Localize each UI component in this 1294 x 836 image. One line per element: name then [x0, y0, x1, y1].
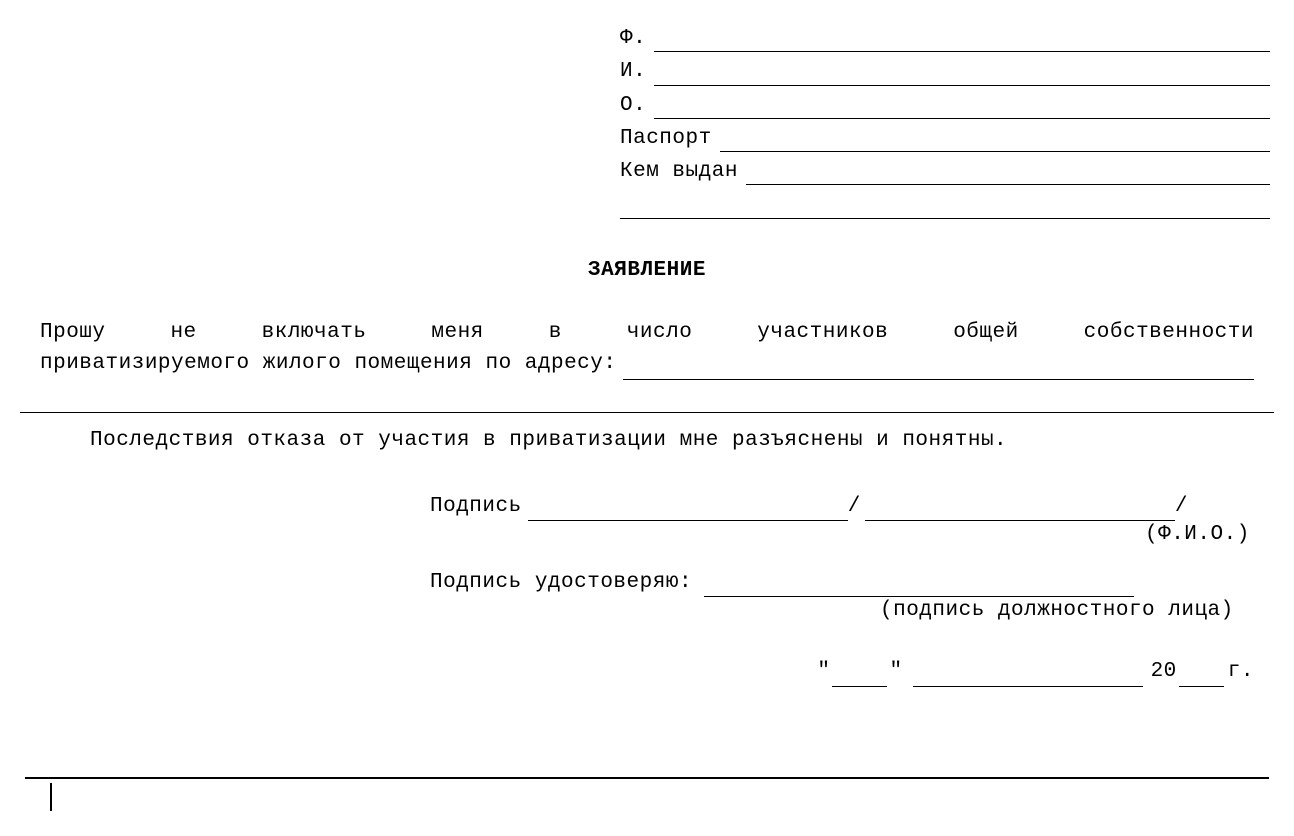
official-sublabel: (подпись должностного лица) — [880, 599, 1274, 622]
body-line-2: приватизируемого жилого помещения по адр… — [40, 348, 1254, 380]
quote-close: " — [887, 657, 904, 686]
surname-row: Ф. — [620, 25, 1270, 52]
consequences-text: Последствия отказа от участия в приватиз… — [40, 425, 1254, 457]
document-title: ЗАЯВЛЕНИЕ — [20, 259, 1274, 282]
day-line — [832, 664, 887, 687]
address-line-1 — [623, 357, 1255, 380]
issuedby-label: Кем выдан — [620, 158, 746, 185]
slash-1: / — [848, 492, 861, 521]
signature-block: Подпись / / (Ф.И.О.) Подпись удостоверяю… — [430, 492, 1274, 623]
signature-label: Подпись — [430, 492, 528, 521]
issuedby-line-2 — [620, 191, 1270, 218]
applicant-header: Ф. И. О. Паспорт Кем выдан — [620, 25, 1270, 219]
certify-label: Подпись удостоверяю: — [430, 568, 698, 597]
patronymic-row: О. — [620, 92, 1270, 119]
firstname-label: И. — [620, 58, 654, 85]
signature-line — [528, 498, 848, 521]
body-text: Прошу не включать меня в число участнико… — [40, 317, 1254, 380]
fio-line — [865, 498, 1175, 521]
issuedby-row: Кем выдан — [620, 158, 1270, 185]
passport-row: Паспорт — [620, 125, 1270, 152]
certify-line — [704, 574, 1134, 597]
firstname-line — [654, 63, 1270, 86]
bottom-separator — [25, 777, 1269, 779]
address-line-2 — [20, 386, 1274, 413]
surname-line — [654, 29, 1270, 52]
certify-row: Подпись удостоверяю: — [430, 568, 1274, 597]
text-cursor — [50, 783, 52, 811]
firstname-row: И. — [620, 58, 1270, 85]
patronymic-line — [654, 96, 1270, 119]
issuedby-line — [746, 162, 1270, 185]
patronymic-label: О. — [620, 92, 654, 119]
fio-sublabel: (Ф.И.О.) — [1145, 523, 1274, 546]
slash-2: / — [1175, 492, 1188, 521]
date-row: " " 20 г. — [20, 657, 1254, 686]
month-line — [913, 664, 1143, 687]
surname-label: Ф. — [620, 25, 654, 52]
passport-label: Паспорт — [620, 125, 720, 152]
century-prefix: 20 — [1151, 657, 1177, 686]
body-line-2-text: приватизируемого жилого помещения по адр… — [40, 348, 617, 380]
passport-line — [720, 129, 1270, 152]
signature-row: Подпись / / — [430, 492, 1274, 521]
year-line — [1179, 664, 1224, 687]
quote-open: " — [815, 657, 832, 686]
year-suffix: г. — [1228, 657, 1254, 686]
body-line-1: Прошу не включать меня в число участнико… — [40, 317, 1254, 349]
